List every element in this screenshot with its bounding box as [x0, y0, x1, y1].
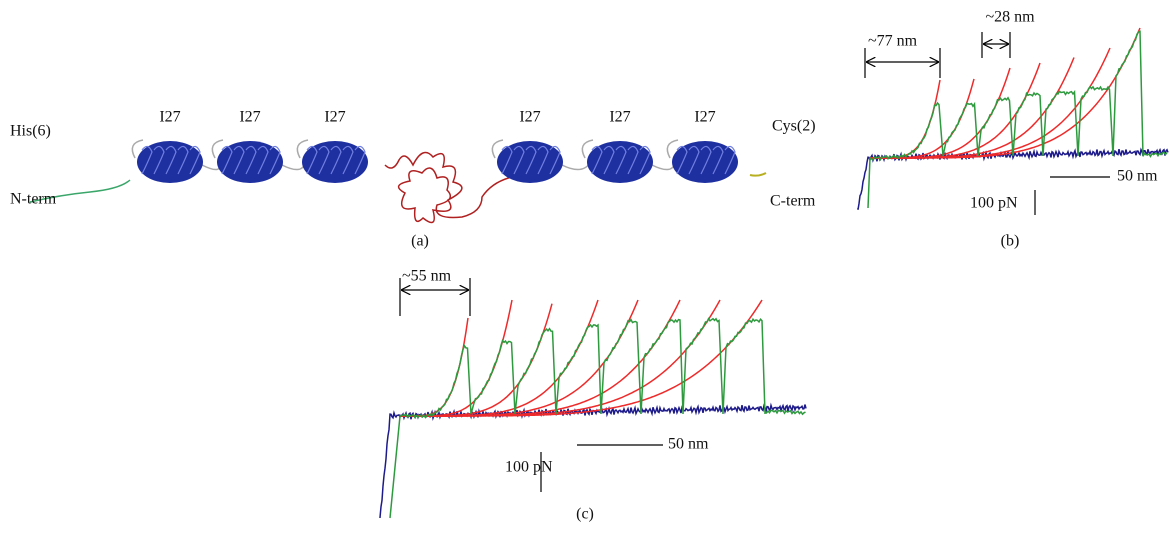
- domain: [137, 141, 203, 183]
- panel-a: His(6) N-term Cys(2) C-term (a) I27 I27 I2…: [10, 109, 816, 250]
- domain-label: I27: [324, 109, 345, 126]
- domain: [302, 141, 368, 183]
- domain-body: [497, 141, 563, 183]
- scale-label: 100 pN: [505, 459, 553, 476]
- domain-label: I27: [239, 109, 260, 126]
- strand: [318, 145, 330, 175]
- caption: (b): [1001, 233, 1020, 250]
- domain-body: [137, 141, 203, 183]
- strand: [712, 145, 724, 175]
- caption: (c): [576, 506, 594, 523]
- domain: [672, 141, 738, 183]
- linker-gray: [281, 162, 306, 171]
- c-label: Cys(2): [772, 118, 816, 135]
- strand: [177, 145, 189, 175]
- strand: [700, 145, 712, 175]
- strand: [615, 145, 627, 175]
- c-term-tail: [749, 172, 767, 177]
- domain-label: I27: [609, 109, 630, 126]
- strand: [513, 145, 525, 175]
- strand: [627, 145, 639, 175]
- domain-label: I27: [519, 109, 540, 126]
- n-term-tail: [29, 179, 131, 203]
- linker-gray: [561, 162, 591, 171]
- wlc-fit: [400, 299, 513, 417]
- strand: [342, 145, 354, 175]
- domain-label: I27: [694, 109, 715, 126]
- domain-body: [672, 141, 738, 183]
- spacing-label: ~77 nm: [868, 33, 918, 50]
- domain-body: [217, 141, 283, 183]
- strand: [525, 145, 537, 175]
- linker-gray: [491, 139, 504, 159]
- strand: [330, 145, 342, 175]
- strand: [501, 145, 513, 175]
- strand: [537, 145, 549, 175]
- caption: (a): [411, 233, 429, 250]
- scale-label: 50 nm: [1117, 168, 1158, 185]
- approach-trace: [379, 402, 807, 518]
- n-term: N-term: [10, 191, 57, 208]
- domain: [217, 141, 283, 183]
- strand: [221, 145, 233, 175]
- linker-gray: [211, 139, 224, 159]
- c-term: C-term: [770, 193, 816, 210]
- strand: [189, 145, 201, 175]
- strand: [724, 145, 736, 175]
- retract-trace: [389, 317, 806, 519]
- strand: [591, 145, 603, 175]
- domain-label: I27: [159, 109, 180, 126]
- domain: [587, 141, 653, 183]
- strand: [354, 145, 366, 175]
- strand: [233, 145, 245, 175]
- linker-gray: [666, 139, 679, 159]
- retract-trace: [867, 30, 1168, 209]
- strand: [153, 145, 165, 175]
- wlc-fit: [400, 317, 469, 417]
- linker-gray: [296, 139, 309, 159]
- strand: [141, 145, 153, 175]
- strand: [306, 145, 318, 175]
- wlc-fit: [870, 27, 1141, 159]
- spacing-label: ~55 nm: [402, 268, 452, 285]
- wlc-fit: [400, 299, 599, 417]
- n-label: His(6): [10, 123, 51, 140]
- strand: [676, 145, 688, 175]
- panel-b: ~77 nm ~28 nm 50 nm 100 pN (b): [857, 9, 1169, 250]
- spacing-label: ~28 nm: [985, 9, 1035, 26]
- wlc-fit: [400, 299, 763, 417]
- panel-c: ~55 nm 50 nm 100 pN (c): [379, 268, 807, 523]
- strand: [639, 145, 651, 175]
- linker-gray: [581, 139, 594, 159]
- scale-label: 50 nm: [668, 436, 709, 453]
- linker: [384, 151, 513, 224]
- wlc-fit: [870, 78, 975, 159]
- strand: [549, 145, 561, 175]
- scale-label: 100 pN: [970, 195, 1018, 212]
- domain-body: [302, 141, 368, 183]
- domain-body: [587, 141, 653, 183]
- strand: [165, 145, 177, 175]
- domain: [497, 141, 563, 183]
- linker-gray: [131, 139, 144, 159]
- wlc-fit: [870, 79, 941, 159]
- strand: [269, 145, 281, 175]
- strand: [603, 145, 615, 175]
- linker-gray: [651, 162, 676, 171]
- strand: [688, 145, 700, 175]
- strand: [245, 145, 257, 175]
- strand: [257, 145, 269, 175]
